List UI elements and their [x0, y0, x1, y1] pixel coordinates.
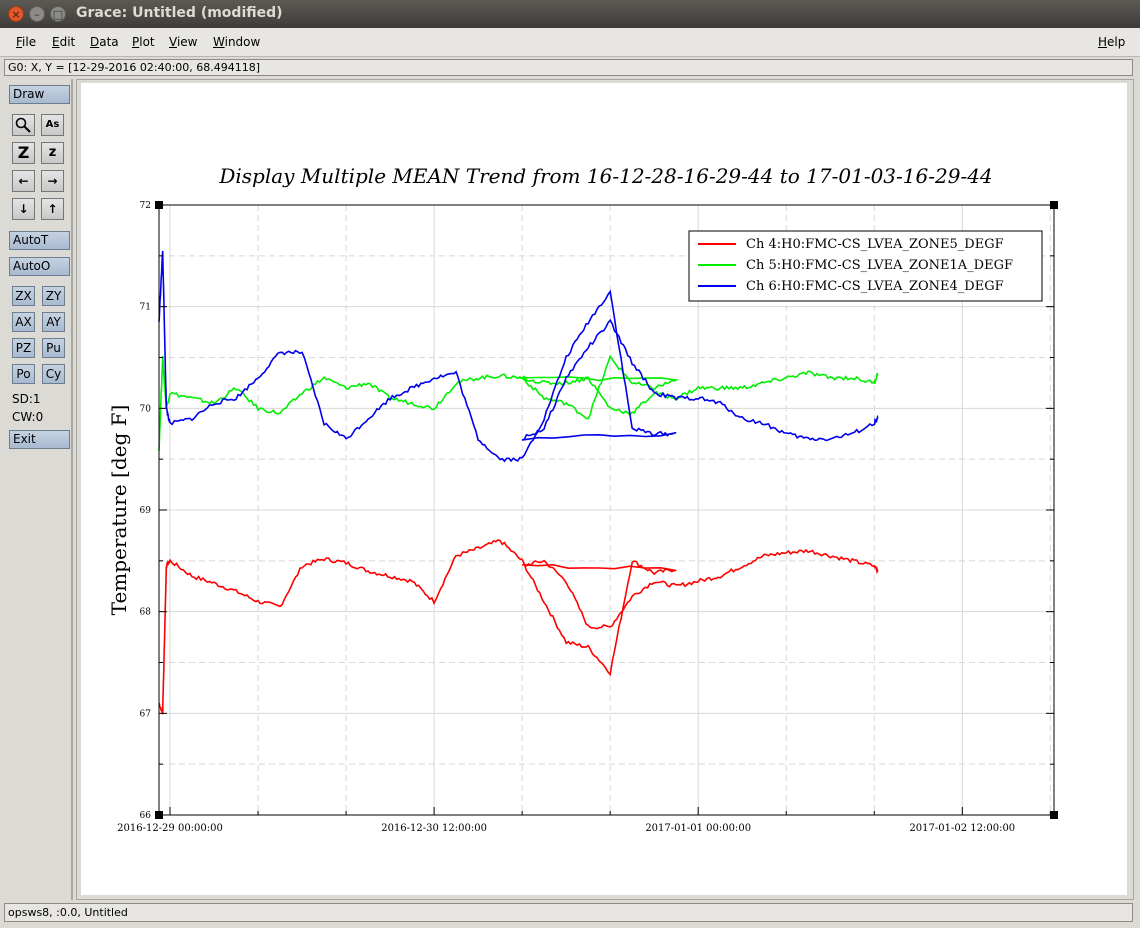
menu-bar: File Edit Data Plot View Window Help [0, 28, 1140, 57]
text-tool-button[interactable]: As [41, 114, 64, 136]
arrow-left-icon[interactable]: ← [12, 170, 35, 192]
graph-corner-handle[interactable] [155, 811, 163, 819]
arrow-right-icon[interactable]: → [41, 170, 64, 192]
arrow-up-icon[interactable]: ↑ [41, 198, 64, 220]
y-tick-label: 72 [140, 201, 151, 211]
pu-button[interactable]: Pu [42, 338, 65, 358]
exit-button[interactable]: Exit [9, 430, 70, 449]
pz-button[interactable]: PZ [12, 338, 35, 358]
graph-corner-handle[interactable] [1050, 201, 1058, 209]
x-tick-label: 2017-01-01 00:00:00 [645, 823, 751, 834]
minimize-window-button[interactable]: – [29, 6, 45, 22]
plot-canvas[interactable]: Display Multiple MEAN Trend from 16-12-2… [81, 83, 1127, 895]
legend-box [688, 230, 1043, 302]
series-line-2 [158, 354, 879, 452]
maximize-window-button[interactable]: □ [50, 6, 66, 22]
zoom-button[interactable] [12, 114, 35, 136]
y-axis-label: Temperature [deg F] [107, 405, 131, 616]
tool-panel: Draw As Z z ← → ↓ ↑ AutoT AutoO ZX ZY AX… [0, 79, 73, 900]
current-world-readout: CW:0 [12, 410, 44, 424]
po-button[interactable]: Po [12, 364, 35, 384]
y-tick-label: 70 [140, 404, 152, 414]
set-display-readout: SD:1 [12, 392, 41, 406]
cy-button[interactable]: Cy [42, 364, 65, 384]
zoom-out-icon[interactable]: z [41, 142, 64, 164]
draw-button[interactable]: Draw [9, 85, 70, 104]
series-line-1 [158, 539, 879, 715]
y-tick-label: 68 [140, 608, 152, 618]
menu-data[interactable]: Data [90, 35, 119, 49]
menu-help[interactable]: Help [1098, 35, 1126, 49]
locator-readout: G0: X, Y = [12-29-2016 02:40:00, 68.4941… [4, 59, 1133, 76]
ay-button[interactable]: AY [42, 312, 65, 332]
autoo-button[interactable]: AutoO [9, 257, 70, 276]
title-bar: × – □ Grace: Untitled (modified) [0, 0, 1140, 28]
x-tick-label: 2017-01-02 12:00:00 [909, 823, 1015, 834]
status-bar: opsws8, :0.0, Untitled [4, 903, 1133, 922]
menu-edit[interactable]: Edit [52, 35, 76, 49]
y-tick-label: 66 [140, 811, 152, 821]
legend-entry: Ch 6:H0:FMC-CS_LVEA_ZONE4_DEGF [746, 279, 1004, 294]
ax-button[interactable]: AX [12, 312, 35, 332]
series-line-3 [158, 250, 879, 463]
chart-series [158, 250, 879, 715]
chart-legend: Ch 4:H0:FMC-CS_LVEA_ZONE5_DEGF Ch 5:H0:FM… [688, 230, 1043, 302]
window-title: Grace: Untitled (modified) [76, 5, 283, 21]
zy-button[interactable]: ZY [42, 286, 65, 306]
close-window-button[interactable]: × [8, 6, 24, 22]
y-tick-label: 69 [140, 506, 152, 516]
y-tick-label: 71 [140, 303, 151, 313]
zoom-in-icon[interactable]: Z [12, 142, 35, 164]
legend-entry: Ch 5:H0:FMC-CS_LVEA_ZONE1A_DEGF [746, 258, 1013, 273]
graph-corner-handle[interactable] [1050, 811, 1058, 819]
canvas-background [81, 83, 1127, 895]
menu-plot[interactable]: Plot [132, 35, 155, 49]
menu-view[interactable]: View [169, 35, 198, 49]
chart-title: Display Multiple MEAN Trend from 16-12-2… [218, 164, 992, 188]
graph-corner-handle[interactable] [155, 201, 163, 209]
legend-entry: Ch 4:H0:FMC-CS_LVEA_ZONE5_DEGF [746, 237, 1004, 252]
menu-window[interactable]: Window [213, 35, 261, 49]
x-tick-label: 2016-12-30 12:00:00 [381, 823, 487, 834]
autot-button[interactable]: AutoT [9, 231, 70, 250]
magnifier-icon [15, 117, 31, 133]
arrow-down-icon[interactable]: ↓ [12, 198, 35, 220]
chart-ticks: 66 67 68 69 70 71 72 2016-12-29 00:00:00 2016-12… [117, 201, 1058, 834]
zx-button[interactable]: ZX [12, 286, 35, 306]
menu-file[interactable]: File [16, 35, 37, 49]
x-tick-label: 2016-12-29 00:00:00 [117, 823, 223, 834]
y-tick-label: 67 [140, 709, 152, 719]
